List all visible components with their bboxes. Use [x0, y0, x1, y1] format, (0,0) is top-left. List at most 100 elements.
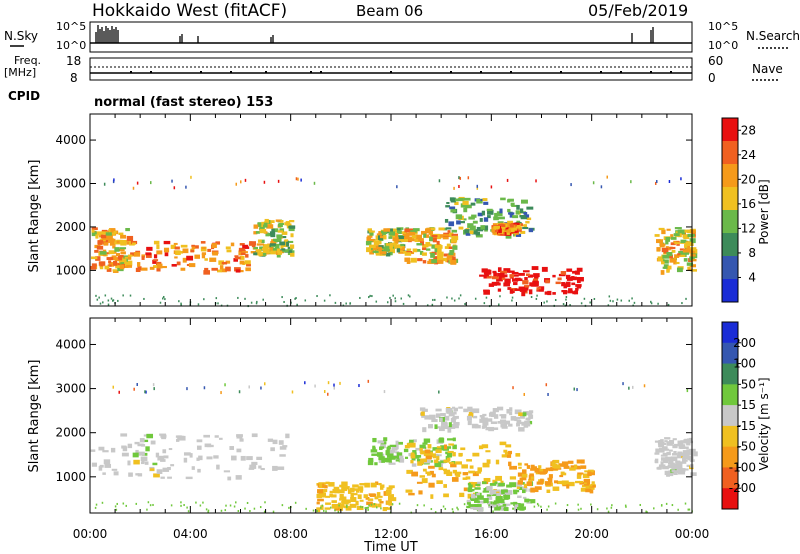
- data-cell: [667, 303, 670, 306]
- data-cell: [495, 489, 501, 492]
- data-cell: [167, 466, 171, 471]
- data-cell: [343, 505, 349, 509]
- data-cell: [245, 267, 251, 272]
- data-cell: [490, 411, 496, 415]
- time-tick-label: 20:00: [574, 527, 609, 541]
- data-cell: [684, 246, 689, 250]
- data-cell: [436, 456, 440, 461]
- data-cell: [524, 487, 528, 492]
- data-cell: [566, 504, 569, 507]
- data-cell: [104, 463, 112, 468]
- data-cell: [555, 281, 561, 285]
- data-cell: [220, 391, 222, 395]
- data-cell: [91, 462, 98, 467]
- data-cell: [500, 502, 506, 505]
- colorbar-tick-label: -15: [736, 419, 756, 433]
- data-cell: [98, 261, 106, 266]
- data-cell: [607, 304, 610, 307]
- data-cell: [260, 467, 265, 471]
- data-cell: [205, 508, 208, 511]
- colorbar-swatch: [722, 164, 738, 188]
- station-title: Hokkaido West (fitACF): [92, 1, 287, 21]
- data-cell: [370, 482, 377, 488]
- data-cell: [684, 502, 687, 505]
- data-cell: [670, 456, 678, 462]
- data-cell: [661, 261, 665, 265]
- data-cell: [197, 303, 200, 306]
- data-cell: [625, 505, 627, 508]
- data-cell: [462, 477, 468, 480]
- data-cell: [499, 441, 507, 446]
- data-cell: [508, 450, 512, 455]
- data-cell: [665, 239, 669, 245]
- data-cell: [261, 224, 265, 228]
- frequency-dot: [310, 71, 312, 73]
- data-cell: [259, 506, 262, 509]
- data-cell: [290, 233, 294, 238]
- velocity-data-cells: [90, 379, 698, 514]
- data-cell: [453, 299, 456, 302]
- data-cell: [368, 230, 375, 233]
- data-cell: [463, 503, 466, 506]
- data-cell: [138, 451, 145, 456]
- data-cell: [443, 459, 450, 463]
- data-cell: [201, 253, 206, 259]
- data-cell: [508, 228, 515, 233]
- colorbar-tick-label: 28: [741, 123, 756, 137]
- data-cell: [421, 252, 427, 256]
- colorbar-swatch: [722, 488, 738, 510]
- data-cell: [517, 278, 523, 282]
- data-cell: [419, 407, 426, 411]
- data-cell: [540, 478, 544, 482]
- data-cell: [691, 451, 695, 457]
- data-cell: [331, 504, 339, 509]
- data-cell: [386, 458, 392, 463]
- data-cell: [383, 437, 388, 442]
- data-cell: [294, 297, 296, 300]
- colorbar-swatch: [722, 405, 738, 427]
- data-cell: [229, 504, 232, 507]
- data-cell: [223, 470, 231, 473]
- data-cell: [450, 463, 457, 468]
- data-cell: [203, 270, 211, 275]
- data-cell: [522, 226, 529, 230]
- data-cell: [94, 506, 97, 509]
- frequency-dot: [230, 71, 232, 73]
- data-cell: [504, 224, 511, 229]
- data-cell: [553, 464, 561, 469]
- data-cell: [438, 467, 444, 471]
- data-cell: [133, 459, 140, 465]
- data-cell: [510, 202, 515, 206]
- data-cell: [522, 280, 529, 285]
- data-cell: [690, 254, 696, 257]
- data-cell: [378, 246, 382, 252]
- data-cell: [665, 456, 671, 459]
- data-cell: [477, 500, 485, 504]
- data-cell: [546, 489, 551, 494]
- data-cell: [387, 228, 393, 234]
- data-cell: [586, 484, 592, 489]
- data-cell: [389, 234, 396, 238]
- data-cell: [410, 230, 417, 233]
- data-cell: [141, 254, 146, 258]
- data-cell: [180, 244, 188, 248]
- data-cell: [477, 506, 484, 512]
- data-cell: [503, 449, 508, 453]
- data-cell: [428, 465, 435, 469]
- data-cell: [405, 235, 410, 238]
- data-cell: [235, 475, 242, 480]
- data-cell: [135, 267, 141, 273]
- noise-right-tick-bottom: 10^0: [708, 39, 738, 52]
- data-cell: [521, 473, 528, 478]
- data-cell: [276, 236, 282, 242]
- data-cell: [250, 301, 253, 304]
- data-cell: [436, 240, 440, 245]
- data-cell: [107, 299, 110, 302]
- colorbar-tick-label: 100: [733, 357, 756, 371]
- data-cell: [474, 504, 482, 507]
- data-cell: [423, 233, 427, 238]
- data-cell: [406, 248, 412, 251]
- data-cell: [686, 244, 691, 249]
- data-cell: [685, 446, 689, 450]
